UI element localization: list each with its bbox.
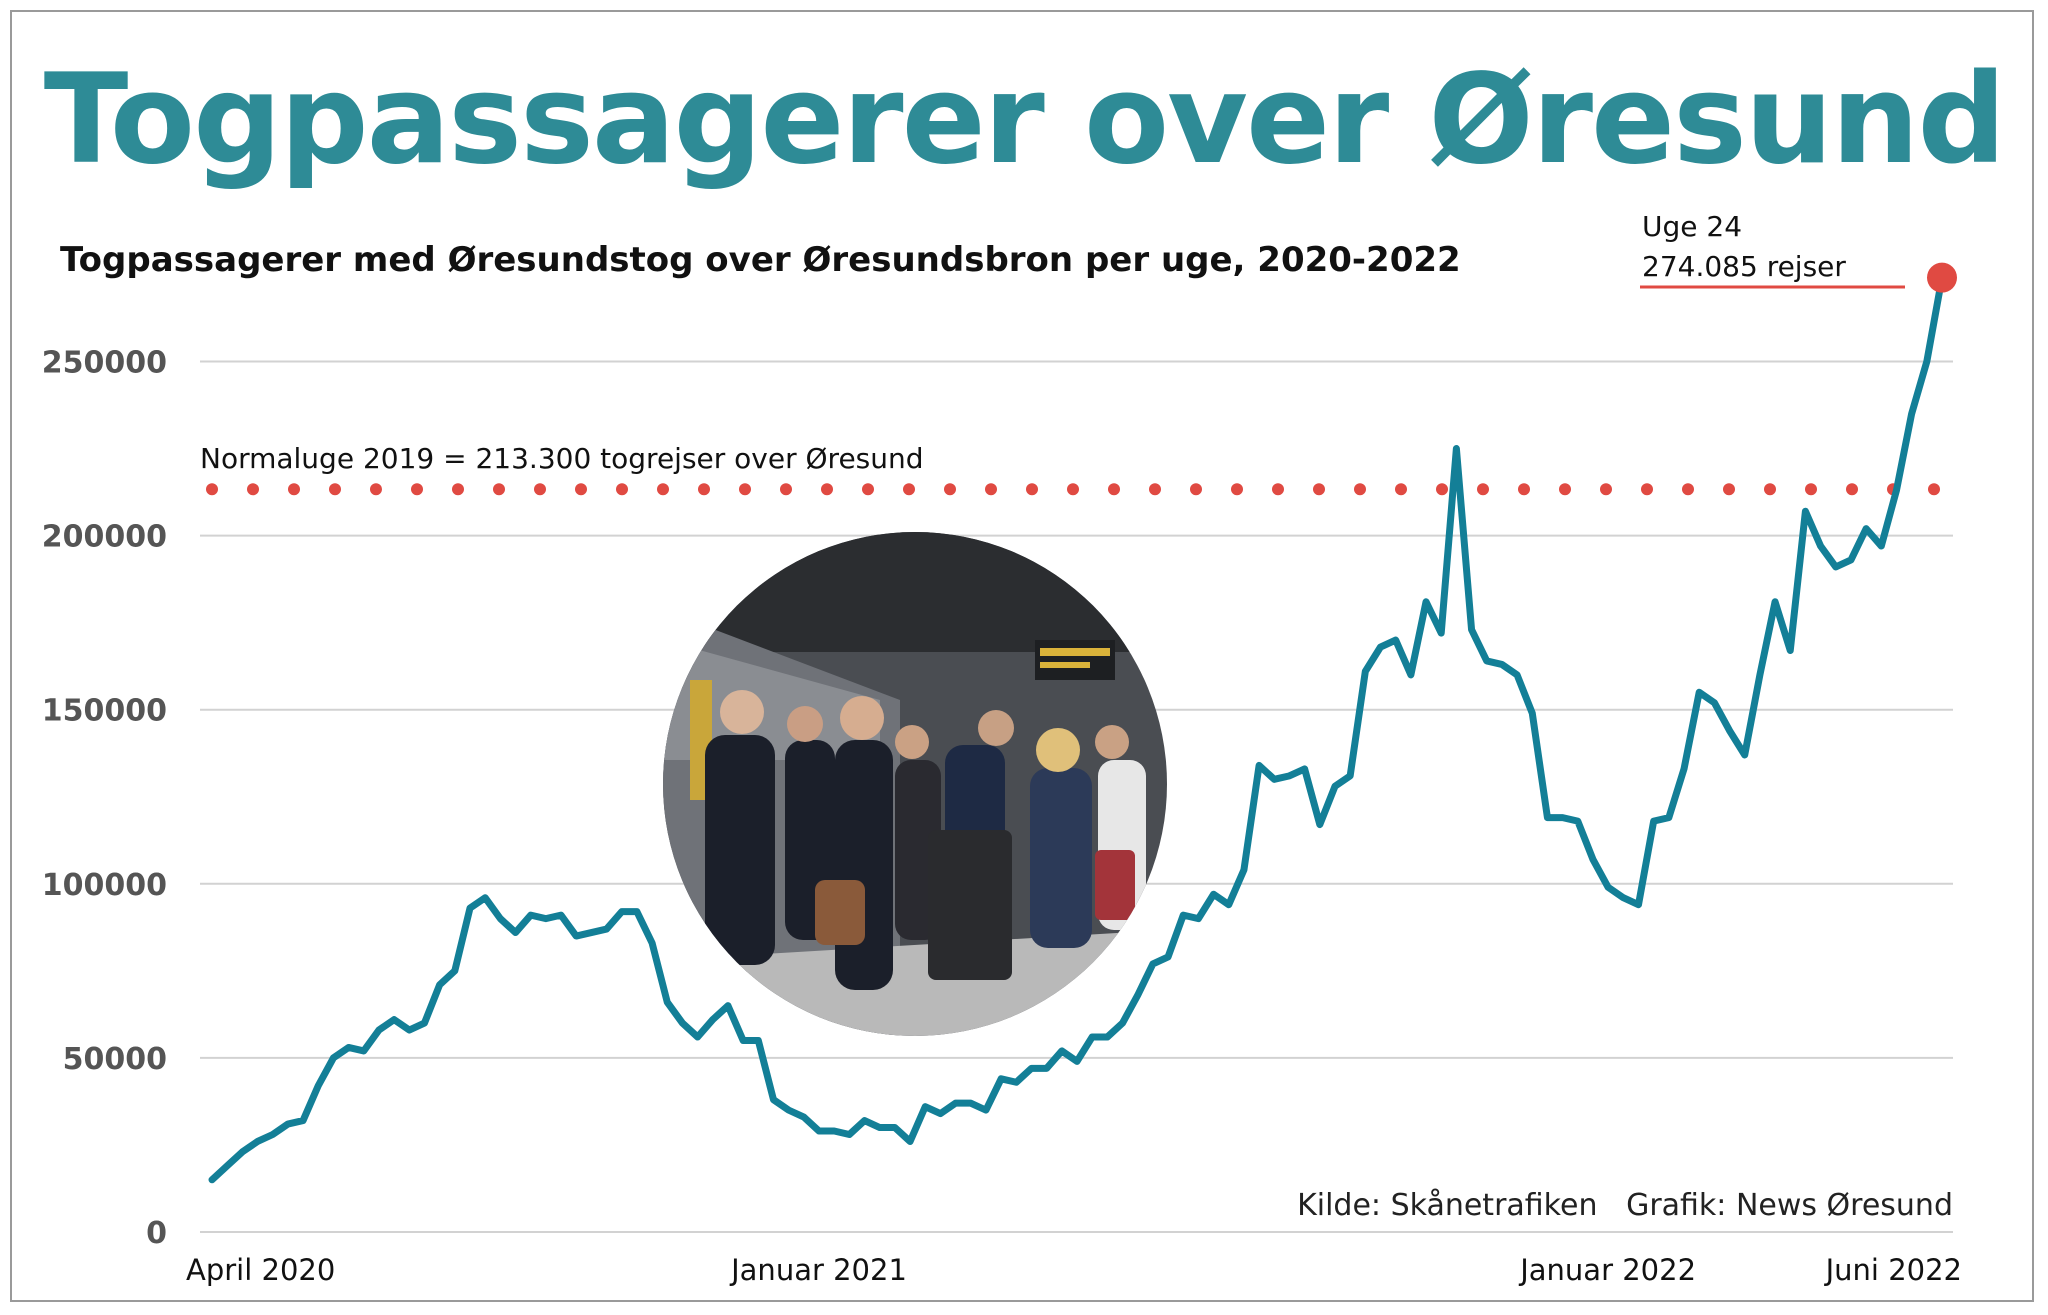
y-tick-label: 100000: [42, 868, 167, 903]
x-tick-label: Juni 2022: [1824, 1253, 1962, 1287]
y-tick-label: 250000: [42, 346, 167, 381]
y-tick-label: 0: [146, 1216, 167, 1251]
x-tick-label: Januar 2021: [729, 1253, 907, 1287]
annotation-value: 274.085 rejser: [1642, 250, 1846, 283]
y-axis-ticks: 0 50000 100000 150000 200000 250000: [42, 346, 167, 1252]
annotation-week: Uge 24: [1642, 210, 1742, 243]
chart-frame: [10, 10, 2034, 1302]
platform-photo: [663, 532, 1167, 1036]
reference-line-group: Normaluge 2019 = 213.300 togrejser over …: [200, 442, 1966, 496]
reference-label: Normaluge 2019 = 213.300 togrejser over …: [200, 442, 924, 475]
x-tick-label: April 2020: [186, 1253, 335, 1287]
peak-marker: [1927, 262, 1957, 293]
x-axis-ticks: April 2020 Januar 2021 Januar 2022 Juni 202…: [186, 1253, 1962, 1287]
y-tick-label: 50000: [63, 1042, 167, 1077]
chart-subtitle: Togpassagerer med Øresundstog over Øresu…: [60, 240, 1461, 280]
y-tick-label: 200000: [42, 520, 167, 555]
y-tick-label: 150000: [42, 694, 167, 729]
chart-title: Togpassagerer over Øresund: [43, 48, 2006, 192]
peak-annotation: Uge 24 274.085 rejser: [1640, 210, 1957, 293]
source-label: Kilde: Skånetrafiken Grafik: News Øresun…: [1297, 1188, 1953, 1223]
series-line: [208, 274, 1946, 1184]
x-tick-label: Januar 2022: [1518, 1253, 1696, 1287]
